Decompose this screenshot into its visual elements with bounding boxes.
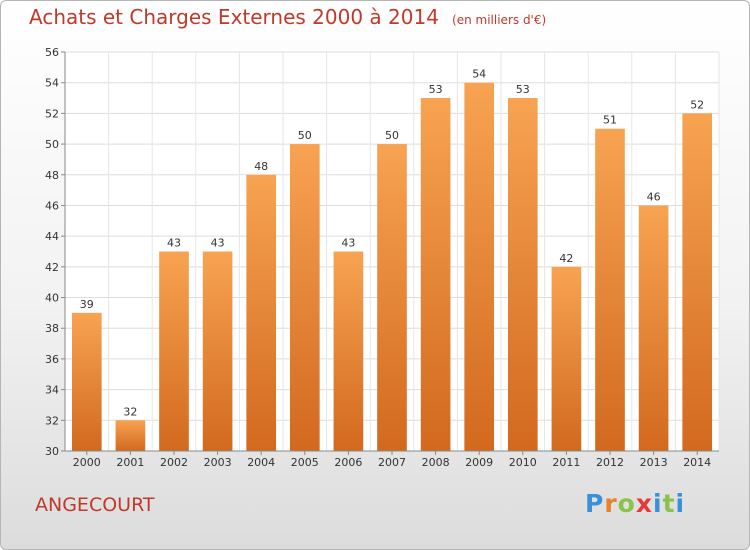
bar-value-label: 52: [690, 98, 704, 111]
bar: [159, 251, 189, 451]
x-tick-label: 2008: [422, 456, 450, 469]
y-tick-label: 54: [45, 77, 59, 90]
x-tick-label: 2007: [378, 456, 406, 469]
x-tick-label: 2004: [247, 456, 275, 469]
bar: [289, 144, 320, 452]
y-tick-label: 56: [45, 46, 59, 59]
y-tick-label: 50: [45, 138, 59, 151]
bars: [71, 82, 713, 452]
axes: [61, 51, 719, 455]
y-tick-label: 46: [45, 199, 59, 212]
x-tick-label: 2000: [73, 456, 101, 469]
bar: [202, 251, 233, 451]
x-tick-label: 2002: [160, 456, 188, 469]
y-tick-label: 44: [45, 230, 59, 243]
bar-value-label: 51: [603, 114, 617, 127]
y-tick-label: 34: [45, 384, 59, 397]
bar: [638, 205, 669, 451]
x-tick-label: 2012: [596, 456, 624, 469]
x-tick-label: 2013: [640, 456, 668, 469]
bar: [377, 144, 407, 452]
bar-value-label: 43: [211, 237, 225, 250]
chart-unit: (en milliers d'€): [452, 13, 547, 27]
bar: [595, 128, 625, 451]
chart-title-block: Achats et Charges Externes 2000 à 2014 (…: [29, 5, 546, 29]
x-tick-label: 2005: [291, 456, 319, 469]
logo-letter: t: [662, 489, 676, 518]
bar-value-label: 32: [123, 405, 137, 418]
x-tick-label: 2003: [204, 456, 232, 469]
x-tick-label: 2011: [552, 456, 580, 469]
x-tick-label: 2009: [465, 456, 493, 469]
bar-value-label: 48: [254, 160, 268, 173]
y-tick-label: 30: [45, 445, 59, 458]
bar-value-label: 43: [167, 237, 181, 250]
bar-value-label: 42: [559, 252, 573, 265]
x-tick-label: 2010: [509, 456, 537, 469]
bar-value-label: 54: [472, 68, 486, 81]
y-tick-label: 52: [45, 107, 59, 120]
logo-letter: P: [585, 489, 605, 518]
bar-value-label: 50: [298, 129, 312, 142]
y-tick-label: 48: [45, 169, 59, 182]
bar-value-label: 53: [429, 83, 443, 96]
bar: [507, 98, 538, 452]
chart-title: Achats et Charges Externes 2000 à 2014: [29, 5, 439, 29]
bar-value-label: 50: [385, 129, 399, 142]
y-tick-label: 42: [45, 261, 59, 274]
bar: [682, 113, 713, 451]
proxiti-logo: Proxiti: [585, 489, 685, 518]
logo-letter: i: [653, 489, 663, 518]
bar: [71, 312, 102, 451]
x-tick-label: 2006: [334, 456, 362, 469]
logo-letter: r: [604, 489, 618, 518]
bar-value-label: 53: [516, 83, 530, 96]
bar: [420, 98, 451, 452]
logo-letter: x: [635, 489, 653, 518]
bar: [333, 251, 364, 451]
y-tick-label: 38: [45, 322, 59, 335]
y-tick-label: 40: [45, 292, 59, 305]
x-tick-label: 2014: [683, 456, 711, 469]
logo-letter: o: [617, 489, 636, 518]
commune-name: ANGECOURT: [35, 494, 155, 516]
bar-value-label: 46: [647, 190, 661, 203]
bar-value-label: 39: [80, 298, 94, 311]
logo-letter: i: [675, 489, 686, 518]
bar: [551, 266, 582, 451]
bar: [115, 420, 146, 451]
bar-value-label: 43: [341, 237, 355, 250]
bar: [464, 82, 495, 451]
bar: [246, 174, 277, 451]
x-tick-label: 2001: [116, 456, 144, 469]
labels: 30 32 34 36 38 40 42 44 46 48 50 52 54 56 39 2000 32 2001…: [45, 46, 711, 469]
y-tick-label: 32: [45, 414, 59, 427]
y-tick-label: 36: [45, 353, 59, 366]
